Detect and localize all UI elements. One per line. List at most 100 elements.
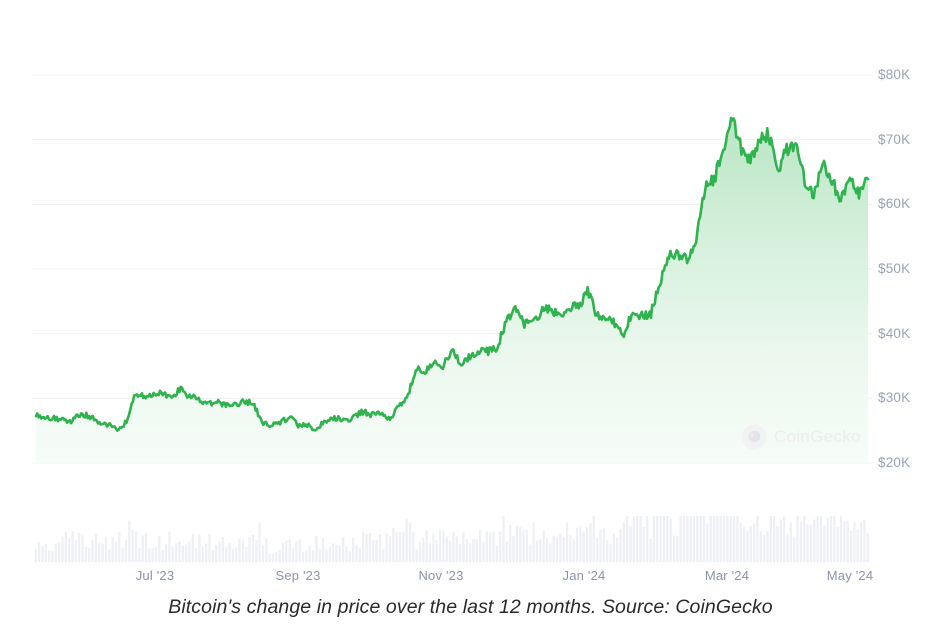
volume-bar: [171, 546, 174, 562]
volume-bar: [84, 547, 88, 562]
volume-bar: [231, 548, 235, 562]
volume-bar: [425, 530, 428, 562]
volume-bar: [689, 516, 692, 562]
volume-bar: [796, 516, 799, 562]
volume-bar: [111, 536, 114, 562]
volume-bar: [659, 516, 662, 562]
volume-bar: [148, 548, 151, 562]
volume-bar: [793, 536, 796, 562]
volume-bar: [555, 536, 559, 562]
volume-bar: [308, 545, 311, 562]
volume-bar: [452, 531, 455, 562]
volume-bar: [639, 516, 642, 562]
volume-bar: [786, 533, 789, 562]
volume-bar: [245, 547, 248, 562]
volume-bar: [756, 516, 759, 562]
volume-bar: [622, 523, 625, 562]
volume-bar: [629, 525, 632, 562]
volume-bar: [138, 547, 141, 562]
y-axis-tick-label: $60K: [878, 196, 911, 212]
volume-bar: [378, 534, 382, 562]
volume-bar: [569, 535, 572, 562]
volume-bar: [749, 526, 752, 562]
volume-bar: [799, 521, 803, 562]
volume-bar: [829, 516, 833, 562]
volume-bar: [114, 541, 118, 562]
volume-bar: [104, 536, 108, 562]
volume-bar: [652, 516, 656, 562]
volume-bar: [602, 528, 605, 562]
volume-bar: [88, 547, 91, 562]
volume-bar: [144, 532, 148, 562]
volume-bar: [682, 516, 686, 562]
y-axis-tick-label: $80K: [878, 67, 911, 82]
volume-bar: [535, 540, 539, 562]
volume-bar: [47, 550, 51, 562]
volume-bar: [542, 530, 545, 562]
volume-bar: [826, 517, 829, 562]
volume-bar: [579, 526, 582, 562]
volume-bar: [238, 538, 241, 562]
volume-bar: [154, 546, 158, 562]
volume-bar: [211, 549, 214, 562]
volume-bar: [168, 531, 171, 562]
chart-svg: [32, 74, 872, 562]
volume-bar: [321, 537, 325, 562]
volume-bar: [769, 516, 772, 562]
volume-bar: [37, 542, 41, 562]
volume-bar: [328, 546, 331, 562]
volume-bar: [228, 543, 231, 562]
volume-bar: [616, 538, 619, 562]
volume-bar: [352, 538, 355, 562]
volume-bar: [311, 550, 315, 562]
volume-bar: [392, 527, 395, 562]
volume-bar: [612, 533, 615, 562]
volume-bar: [836, 527, 839, 562]
volume-bar: [215, 545, 218, 562]
volume-bar: [846, 520, 849, 562]
volume-bar: [783, 516, 786, 562]
volume-bar: [589, 523, 592, 562]
volume-bar: [649, 539, 652, 562]
volume-bar: [278, 550, 281, 562]
volume-bar: [295, 541, 298, 562]
volume-bar: [716, 516, 719, 562]
volume-bar: [739, 522, 742, 562]
volume-bar: [64, 532, 67, 562]
volume-bar: [468, 543, 472, 562]
volume-bar: [626, 516, 629, 562]
volume-bar: [41, 545, 44, 562]
volume-bar: [412, 531, 415, 562]
volume-bar: [71, 531, 74, 562]
volume-bar: [636, 516, 639, 562]
volume-bar: [331, 543, 335, 562]
volume-bar: [849, 531, 853, 562]
volume-bar: [78, 533, 81, 562]
volume-bar: [98, 543, 101, 562]
volume-bars-group: [34, 516, 869, 562]
volume-bar: [505, 541, 509, 562]
volume-bar: [692, 516, 696, 562]
volume-bar: [646, 516, 649, 562]
volume-bar: [515, 525, 519, 562]
x-axis-tick-label: Nov '23: [418, 568, 464, 583]
volume-bar: [432, 533, 435, 562]
price-line: [34, 116, 870, 432]
volume-bar: [559, 533, 562, 562]
volume-bar: [465, 539, 468, 562]
volume-bar: [656, 516, 659, 562]
volume-bar: [666, 516, 669, 562]
volume-bar: [642, 527, 646, 562]
volume-bar: [408, 523, 412, 562]
volume-bar: [208, 534, 211, 562]
volume-bar: [178, 541, 181, 562]
volume-bar: [194, 547, 198, 562]
volume-bar: [362, 532, 365, 562]
volume-bar: [448, 540, 452, 562]
volume-bar: [809, 524, 813, 562]
volume-bar: [746, 531, 749, 562]
volume-bar: [853, 522, 856, 562]
chart-plot-area: $20K $30K $40K $50K $60K $70K $80K Jul '23 Sep …: [32, 67, 911, 583]
volume-bar: [221, 537, 225, 562]
